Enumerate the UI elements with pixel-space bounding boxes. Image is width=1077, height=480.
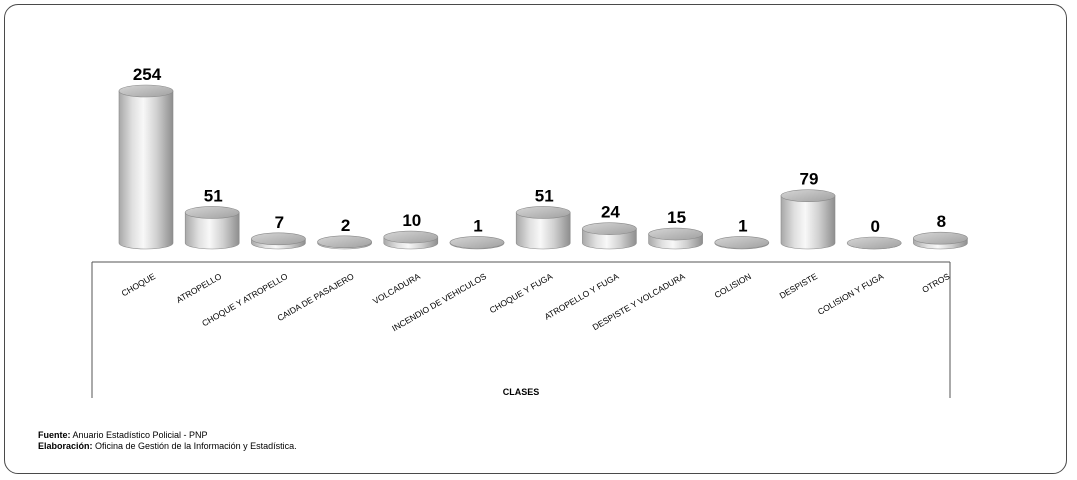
bar-top <box>648 227 703 241</box>
bar-top <box>118 84 174 98</box>
source-text: Anuario Estadístico Policial - PNP <box>70 430 208 440</box>
bar-top <box>515 206 571 219</box>
x-axis-title: CLASES <box>503 387 540 397</box>
bar <box>780 189 836 250</box>
bar <box>582 222 637 250</box>
bar-top <box>383 230 439 244</box>
bar <box>714 236 770 250</box>
data-label: 79 <box>800 170 819 189</box>
data-label: 15 <box>667 208 686 227</box>
chart-footer: Fuente: Anuario Estadístico Policial - P… <box>38 430 297 452</box>
source-line: Fuente: Anuario Estadístico Policial - P… <box>38 430 297 441</box>
bar-top <box>913 231 968 245</box>
bar-top <box>846 236 902 250</box>
data-label: 254 <box>133 65 162 84</box>
category-label: CHOQUE Y FUGA <box>488 271 555 315</box>
bar <box>383 230 439 250</box>
bar <box>449 236 505 250</box>
elaboration-line: Elaboración: Oficina de Gestión de la In… <box>38 441 297 452</box>
data-label: 1 <box>473 216 482 235</box>
axes <box>91 261 951 398</box>
category-label: COLISION <box>713 271 753 300</box>
elaboration-text: Oficina de Gestión de la Información y E… <box>92 441 297 451</box>
data-label: 2 <box>341 216 350 235</box>
bar-top <box>317 235 372 249</box>
bar-body <box>515 212 571 250</box>
data-label: 24 <box>601 203 620 222</box>
category-label: ATROPELLO <box>175 271 224 305</box>
data-label: 0 <box>870 217 879 236</box>
data-label: 51 <box>535 186 554 205</box>
bar <box>913 231 968 250</box>
bar-top <box>714 236 770 249</box>
bar-top <box>780 189 836 203</box>
bar-body <box>184 212 240 250</box>
bar <box>251 232 306 250</box>
source-label: Fuente: <box>38 430 71 440</box>
bar <box>648 227 703 250</box>
bars <box>118 84 968 250</box>
bar <box>515 206 571 250</box>
bar-body <box>780 195 836 250</box>
chart-frame <box>4 4 1067 474</box>
bar-body <box>118 90 174 250</box>
bar <box>184 206 240 250</box>
bar <box>317 235 372 250</box>
bar-top <box>251 232 306 246</box>
elaboration-label: Elaboración: <box>38 441 93 451</box>
bar-top <box>449 236 505 249</box>
data-label: 1 <box>738 216 747 235</box>
data-label: 51 <box>204 186 223 205</box>
category-label: OTROS <box>920 271 951 295</box>
data-label: 10 <box>402 211 421 230</box>
category-label: DESPISTE <box>778 271 820 301</box>
data-label: 7 <box>275 213 284 232</box>
category-label: CHOQUE <box>120 271 158 298</box>
category-label: COLISION Y FUGA <box>816 271 886 317</box>
data-label: 8 <box>937 212 946 231</box>
bar-top <box>582 222 637 235</box>
bar-top <box>184 206 240 219</box>
bar <box>118 84 174 250</box>
category-label: VOLCADURA <box>371 271 422 306</box>
bar <box>846 236 902 250</box>
